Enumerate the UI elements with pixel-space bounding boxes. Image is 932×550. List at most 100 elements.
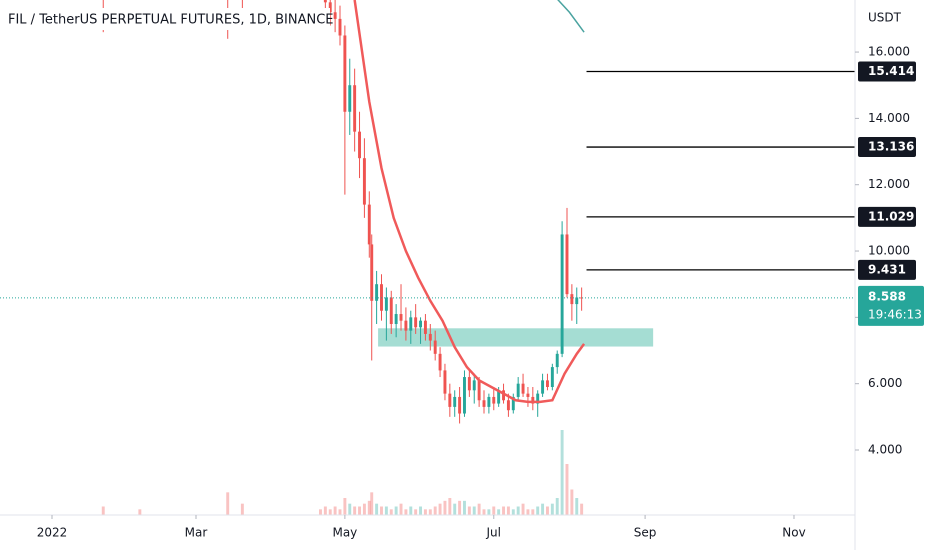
- candle-body: [423, 320, 427, 334]
- volume-bar: [448, 498, 452, 515]
- volume-bar: [389, 509, 393, 515]
- volume-bar: [101, 506, 105, 515]
- candle-body: [506, 400, 510, 411]
- candle-body: [467, 377, 471, 391]
- candle-body: [375, 284, 379, 301]
- volume-bar: [375, 503, 379, 515]
- y-tick-label: 10.000: [868, 244, 910, 258]
- candle-body: [409, 317, 413, 331]
- candle-body: [458, 396, 462, 414]
- volume-bar: [550, 503, 554, 515]
- candle-body: [389, 297, 393, 324]
- volume-bar: [433, 506, 437, 515]
- candle-body: [555, 353, 559, 368]
- volume-bar: [502, 506, 505, 515]
- candle-body: [502, 390, 505, 401]
- volume-bar: [458, 500, 462, 515]
- volume-bar: [240, 503, 244, 515]
- candle-body: [550, 367, 554, 387]
- candle-body: [560, 234, 564, 354]
- volume-bar: [516, 506, 520, 515]
- volume-bar: [541, 503, 545, 515]
- volume-bar: [506, 506, 510, 515]
- last-price-label: 8.588: [868, 289, 906, 303]
- candle-body: [516, 383, 520, 397]
- x-tick-label: Mar: [185, 526, 208, 540]
- zone: [378, 328, 654, 347]
- volume-bar: [404, 509, 408, 515]
- level-label: 13.136: [868, 140, 914, 154]
- candle-body: [428, 333, 432, 341]
- volume-bar: [487, 509, 491, 515]
- candle-body: [323, 0, 327, 3]
- y-tick-label: 14.000: [868, 111, 910, 125]
- candle-body: [453, 396, 457, 407]
- volume-bar: [348, 503, 352, 515]
- candle-body: [348, 85, 352, 112]
- volume-bar: [477, 503, 481, 515]
- candle-body: [536, 393, 540, 404]
- candle-body: [443, 370, 447, 394]
- volume-bar: [492, 506, 496, 515]
- candle-body: [384, 297, 388, 311]
- volume-bar: [531, 509, 535, 515]
- candle-body: [343, 35, 347, 112]
- volume-bar: [526, 509, 530, 515]
- candle-body: [358, 131, 361, 159]
- volume-bar: [358, 506, 361, 515]
- volume-bar: [367, 500, 371, 515]
- volume-bar: [409, 506, 413, 515]
- candle-body: [370, 244, 374, 301]
- candle-body: [580, 297, 584, 299]
- volume-bar: [575, 498, 579, 515]
- volume-bar: [438, 503, 442, 515]
- volume-bar: [565, 464, 569, 515]
- level-label: 9.431: [868, 262, 906, 276]
- y-tick-label: 12.000: [868, 177, 910, 191]
- candle-body: [414, 317, 418, 328]
- candle-body: [367, 204, 371, 245]
- volume-bar: [414, 509, 418, 515]
- candle-body: [399, 314, 403, 321]
- volume-bar: [323, 506, 327, 515]
- moving-average: [557, 0, 585, 33]
- volume-bar: [384, 506, 388, 515]
- volume-bar: [555, 498, 559, 515]
- volume-bar: [443, 500, 447, 515]
- y-axis-label: USDT: [868, 11, 902, 25]
- candle-body: [477, 380, 481, 401]
- candle-body: [482, 400, 486, 407]
- volume-bar: [353, 506, 357, 515]
- y-tick-label: 6.000: [868, 376, 902, 390]
- volume-bar: [343, 498, 347, 515]
- y-tick-label: 4.000: [868, 443, 902, 457]
- volume-bar: [419, 506, 423, 515]
- x-tick-label: Nov: [782, 526, 805, 540]
- candle-body: [472, 380, 476, 391]
- level-label-bg: [858, 206, 916, 227]
- plot-area: [0, 0, 855, 515]
- y-tick-label: 16.000: [868, 45, 910, 59]
- candle-body: [433, 340, 437, 354]
- candle-body: [526, 393, 530, 397]
- candle-body: [575, 297, 579, 305]
- candle-body: [328, 2, 332, 13]
- title-bg: [0, 8, 330, 30]
- x-tick-label: May: [332, 526, 357, 540]
- volume-bar: [428, 509, 432, 515]
- candle-body: [353, 85, 357, 132]
- chart-title: FIL / TetherUS PERPETUAL FUTURES, 1D, BI…: [8, 13, 334, 28]
- volume-bar: [580, 503, 584, 515]
- volume-bar: [463, 500, 466, 515]
- candle-body: [545, 380, 549, 387]
- volume-bar: [328, 509, 332, 515]
- level-label-bg: [858, 61, 916, 82]
- candle-body: [338, 18, 342, 36]
- volume-bar: [560, 430, 564, 515]
- volume-bar: [138, 509, 142, 515]
- candle-body: [362, 158, 366, 205]
- x-tick-label: 2022: [37, 526, 68, 540]
- moving-average: [353, 0, 586, 404]
